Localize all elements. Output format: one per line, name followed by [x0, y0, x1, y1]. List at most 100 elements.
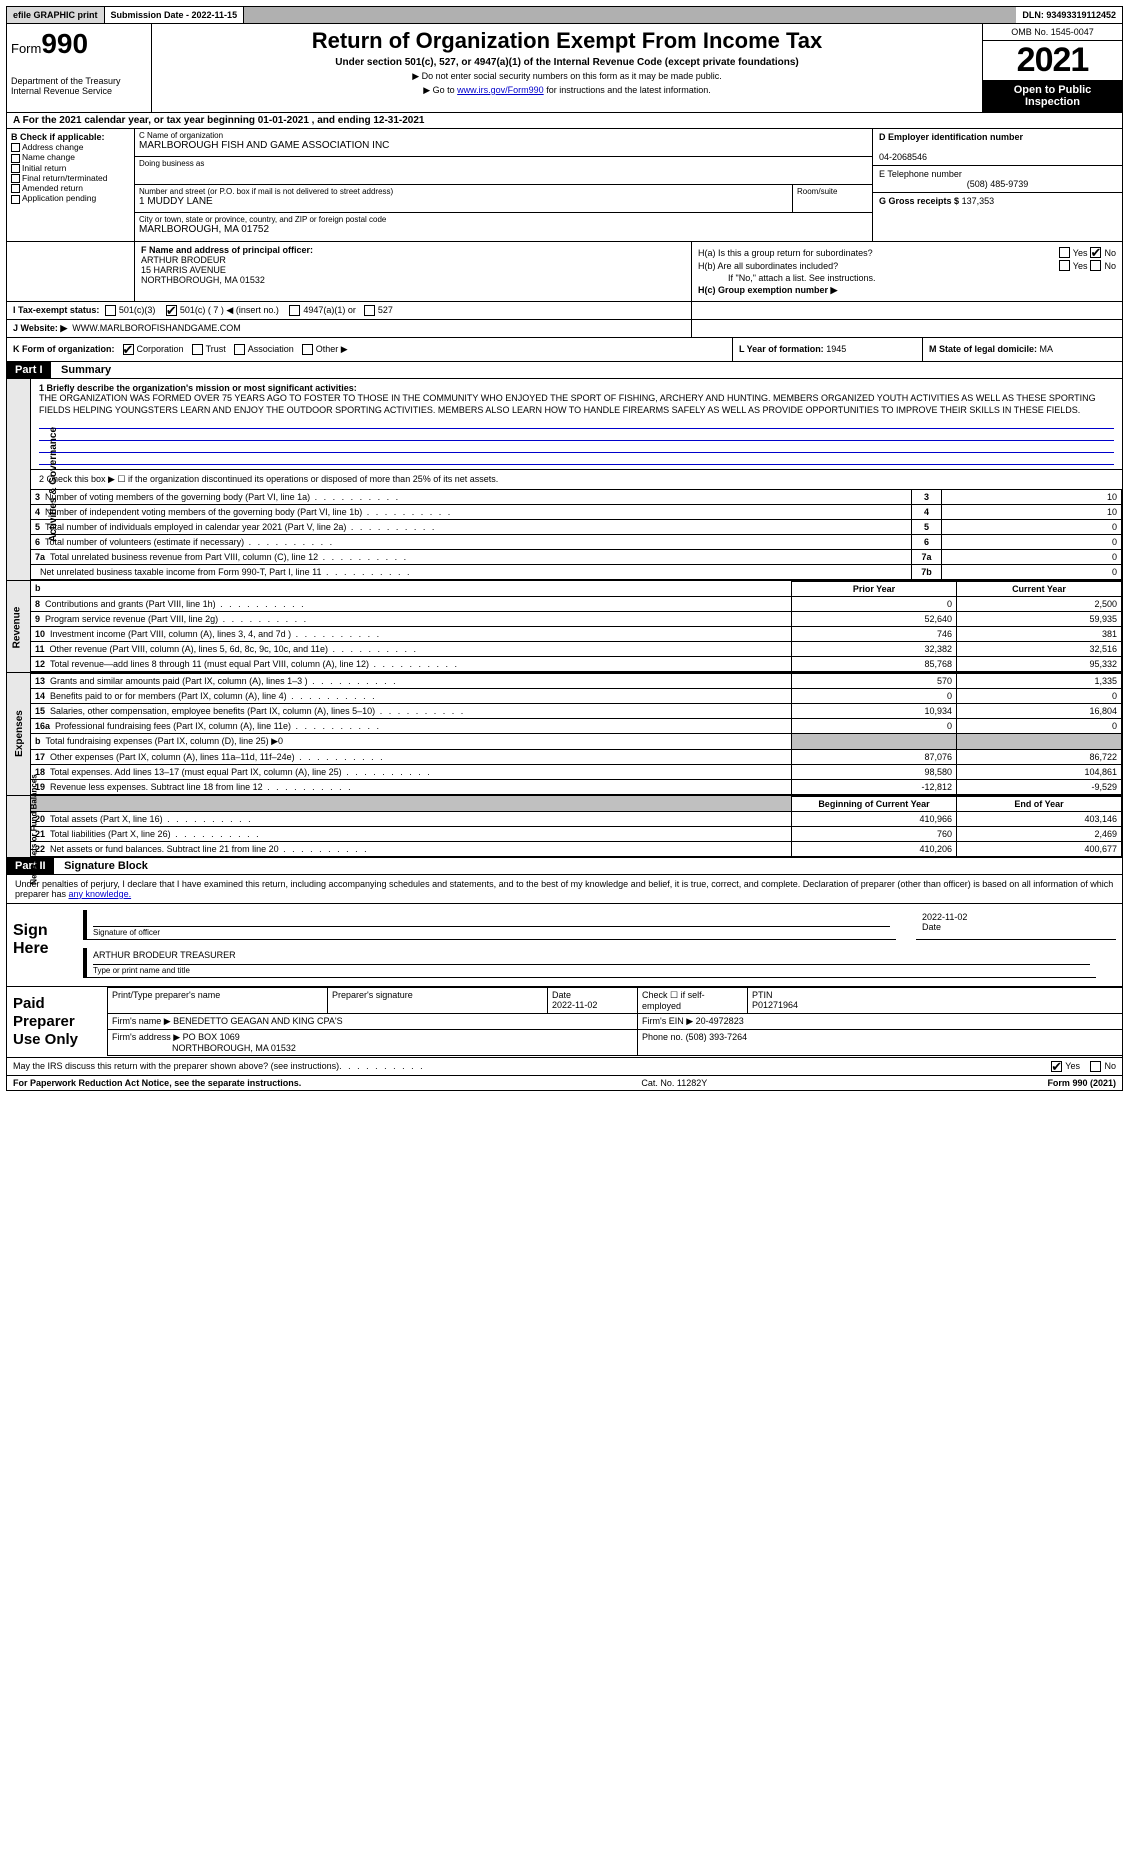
- hb-yes[interactable]: [1059, 260, 1070, 271]
- dln: DLN: 93493319112452: [1016, 7, 1122, 23]
- officer-signature[interactable]: [93, 912, 890, 926]
- ck-other[interactable]: [302, 344, 313, 355]
- form-title: Return of Organization Exempt From Incom…: [160, 28, 974, 54]
- gov-row: 3 Number of voting members of the govern…: [31, 489, 912, 504]
- part1-header: Part I Summary: [7, 362, 1122, 379]
- telephone: (508) 485-9739: [879, 179, 1116, 189]
- ck-amended[interactable]: [11, 184, 20, 193]
- gov-row: Net unrelated business taxable income fr…: [31, 564, 912, 579]
- org-address: 1 MUDDY LANE: [139, 196, 788, 207]
- prep-date: 2022-11-02: [552, 1000, 597, 1010]
- ck-initial-return[interactable]: [11, 164, 20, 173]
- form-number: 990: [41, 28, 88, 59]
- summary-revenue: Revenue bPrior YearCurrent Year8 Contrib…: [7, 580, 1122, 672]
- ck-501c3[interactable]: [105, 305, 116, 316]
- net-row: 21 Total liabilities (Part X, line 26): [31, 826, 792, 841]
- officer-printed-name: ARTHUR BRODEUR TREASURER: [93, 950, 1090, 964]
- form-label: Form: [11, 41, 41, 56]
- ptin: P01271964: [752, 1000, 798, 1010]
- rev-row: 8 Contributions and grants (Part VIII, l…: [31, 596, 792, 611]
- room-suite: Room/suite: [792, 185, 872, 213]
- gov-row: 6 Total number of volunteers (estimate i…: [31, 534, 912, 549]
- vtab-revenue: Revenue: [7, 581, 31, 672]
- header-right: OMB No. 1545-0047 2021 Open to Public In…: [982, 24, 1122, 112]
- sig-date: 2022-11-02: [922, 912, 1110, 922]
- hb-no[interactable]: [1090, 260, 1101, 271]
- row-j-website: J Website: ▶ WWW.MARLBOROFISHANDGAME.COM: [7, 320, 1122, 338]
- signature-intro: Under penalties of perjury, I declare th…: [7, 875, 1122, 904]
- gov-row: 4 Number of independent voting members o…: [31, 504, 912, 519]
- vtab-netassets: Net Assets or Fund Balances: [7, 796, 31, 857]
- ck-corp[interactable]: [123, 344, 134, 355]
- header-left: Form990 Department of the Treasury Inter…: [7, 24, 152, 112]
- ck-app-pending[interactable]: [11, 195, 20, 204]
- vtab-governance: Activities & Governance: [7, 379, 31, 579]
- website: WWW.MARLBOROFISHANDGAME.COM: [72, 323, 241, 333]
- col-b-checkboxes: B Check if applicable: Address change Na…: [7, 129, 135, 241]
- exp-row: 13 Grants and similar amounts paid (Part…: [31, 673, 792, 688]
- header-center: Return of Organization Exempt From Incom…: [152, 24, 982, 112]
- ck-address-change[interactable]: [11, 143, 20, 152]
- discuss-no[interactable]: [1090, 1061, 1101, 1072]
- firm-ein: 20-4972823: [696, 1016, 744, 1026]
- paid-preparer-block: Paid Preparer Use Only Print/Type prepar…: [7, 987, 1122, 1058]
- section-bcd: B Check if applicable: Address change Na…: [7, 129, 1122, 242]
- form-990-page: efile GRAPHIC print Submission Date - 20…: [6, 6, 1123, 1091]
- gross-receipts: 137,353: [962, 196, 995, 206]
- mission-text: THE ORGANIZATION WAS FORMED OVER 75 YEAR…: [39, 393, 1114, 416]
- knowledge-link[interactable]: any knowledge.: [69, 889, 132, 899]
- summary-governance: Activities & Governance 1 Briefly descri…: [7, 379, 1122, 579]
- ck-name-change[interactable]: [11, 154, 20, 163]
- exp-row: 16a Professional fundraising fees (Part …: [31, 718, 792, 733]
- ha-yes[interactable]: [1059, 247, 1070, 258]
- rev-row: 12 Total revenue—add lines 8 through 11 …: [31, 656, 792, 671]
- irs-link[interactable]: www.irs.gov/Form990: [457, 85, 544, 95]
- col-deg: D Employer identification number 04-2068…: [872, 129, 1122, 241]
- org-name: MARLBOROUGH FISH AND GAME ASSOCIATION IN…: [139, 140, 868, 151]
- summary-netassets: Net Assets or Fund Balances Beginning of…: [7, 795, 1122, 857]
- gov-row: 7a Total unrelated business revenue from…: [31, 549, 912, 564]
- ha-no[interactable]: [1090, 247, 1101, 258]
- mission-block: 1 Briefly describe the organization's mi…: [31, 379, 1122, 469]
- vtab-expenses: Expenses: [7, 673, 31, 795]
- org-city: MARLBOROUGH, MA 01752: [139, 224, 868, 235]
- rev-row: 10 Investment income (Part VIII, column …: [31, 626, 792, 641]
- gov-row: 5 Total number of individuals employed i…: [31, 519, 912, 534]
- discuss-yes[interactable]: [1051, 1061, 1062, 1072]
- row-k-form-org: K Form of organization: Corporation Trus…: [7, 338, 1122, 362]
- topbar: efile GRAPHIC print Submission Date - 20…: [7, 7, 1122, 24]
- col-f-officer: F Name and address of principal officer:…: [135, 242, 692, 301]
- col-c-org: C Name of organization MARLBOROUGH FISH …: [135, 129, 872, 241]
- line2: 2 Check this box ▶ ☐ if the organization…: [31, 470, 1122, 489]
- exp-row: 19 Revenue less expenses. Subtract line …: [31, 779, 792, 794]
- ck-final-return[interactable]: [11, 174, 20, 183]
- ein: 04-2068546: [879, 152, 927, 162]
- irs-label: Internal Revenue Service: [11, 86, 147, 96]
- ck-4947[interactable]: [289, 305, 300, 316]
- col-h-group: H(a) Is this a group return for subordin…: [692, 242, 1122, 301]
- note-ssn: ▶ Do not enter social security numbers o…: [160, 71, 974, 82]
- discuss-row: May the IRS discuss this return with the…: [7, 1058, 1122, 1075]
- summary-expenses: Expenses 13 Grants and similar amounts p…: [7, 672, 1122, 795]
- form-ref: Form 990 (2021): [1047, 1078, 1116, 1088]
- ck-501c[interactable]: [166, 305, 177, 316]
- revenue-table: bPrior YearCurrent Year8 Contributions a…: [31, 581, 1122, 672]
- dept-treasury: Department of the Treasury: [11, 76, 147, 86]
- row-i-tax-status: I Tax-exempt status: 501(c)(3) 501(c) ( …: [7, 302, 1122, 320]
- form-subtitle: Under section 501(c), 527, or 4947(a)(1)…: [160, 57, 974, 68]
- exp-row: 15 Salaries, other compensation, employe…: [31, 703, 792, 718]
- efile-label: efile GRAPHIC print: [7, 7, 105, 23]
- ck-trust[interactable]: [192, 344, 203, 355]
- exp-row: b Total fundraising expenses (Part IX, c…: [31, 733, 792, 749]
- section-fh: F Name and address of principal officer:…: [7, 242, 1122, 302]
- ck-527[interactable]: [364, 305, 375, 316]
- expense-table: 13 Grants and similar amounts paid (Part…: [31, 673, 1122, 795]
- exp-row: 14 Benefits paid to or for members (Part…: [31, 688, 792, 703]
- exp-row: 17 Other expenses (Part IX, column (A), …: [31, 749, 792, 764]
- header: Form990 Department of the Treasury Inter…: [7, 24, 1122, 113]
- sign-here-block: Sign Here Signature of officer 2022-11-0…: [7, 904, 1122, 987]
- submission-date: Submission Date - 2022-11-15: [105, 7, 245, 23]
- rev-row: 9 Program service revenue (Part VIII, li…: [31, 611, 792, 626]
- ck-assoc[interactable]: [234, 344, 245, 355]
- cat-no: Cat. No. 11282Y: [641, 1078, 707, 1088]
